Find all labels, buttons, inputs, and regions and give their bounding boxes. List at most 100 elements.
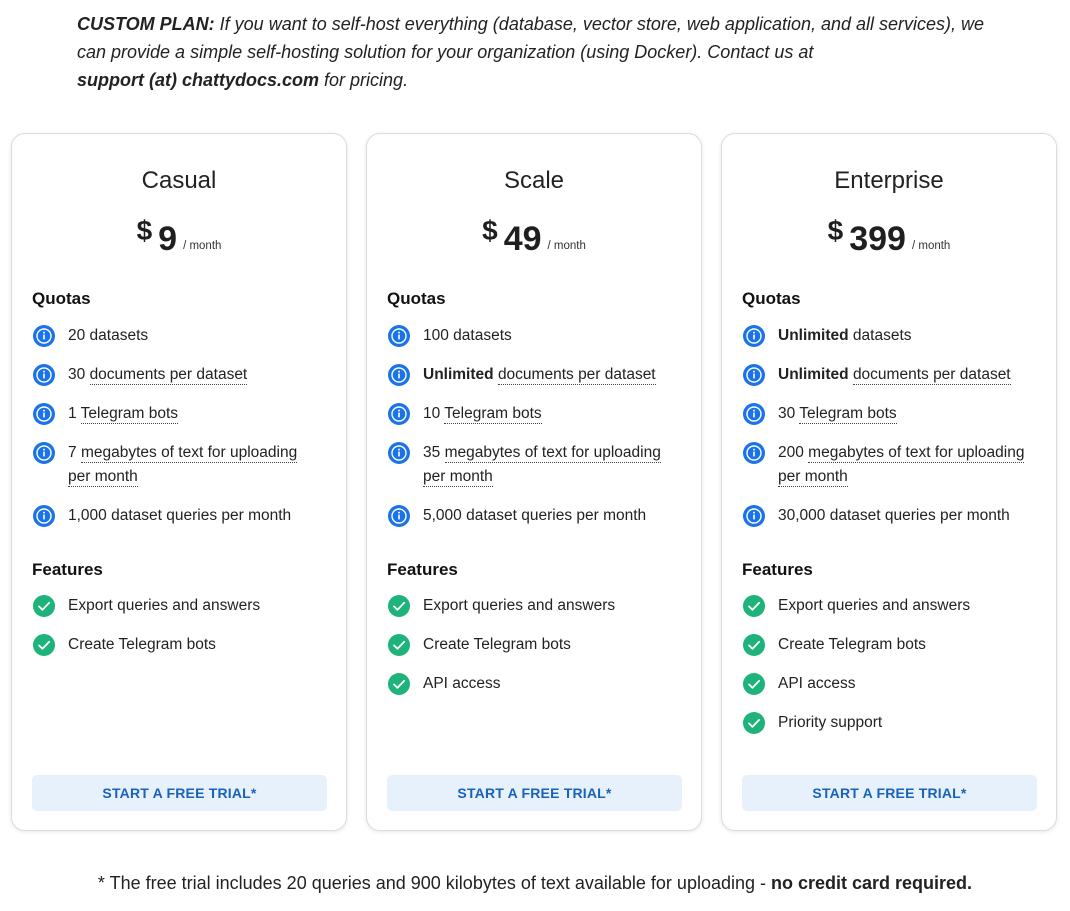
info-icon[interactable] [32,363,56,387]
quota-value: 1,000 dataset queries per month [68,507,292,524]
quota-tooltip-term[interactable]: megabytes of text for uploading per mont… [68,444,298,487]
price-period: / month [547,240,586,252]
quota-text: 1 Telegram bots [68,402,322,426]
feature-item: Export queries and answers [387,594,677,618]
features-list: Export queries and answers Create Telegra… [32,594,322,672]
plan-card-scale: Scale $49 / month Quotas 100 datasets Unlimit… [366,133,702,831]
quotas-list: 100 datasets Unlimited documents per data… [387,324,677,543]
check-icon [387,633,411,657]
quota-item: 200 megabytes of text for uploading per … [742,441,1032,489]
quota-text: 1,000 dataset queries per month [68,504,322,528]
quota-value: 30,000 dataset queries per month [778,507,1010,524]
price-period: / month [911,240,951,252]
check-icon [742,633,766,657]
quota-tooltip-term[interactable]: Telegram bots [799,405,897,424]
feature-text: Create Telegram bots [423,636,571,653]
free-trial-footnote: * The free trial includes 20 queries and… [0,873,1070,894]
custom-plan-suffix: for pricing. [319,70,409,90]
info-icon[interactable] [32,504,56,528]
info-icon[interactable] [387,441,411,465]
info-icon[interactable] [387,324,411,348]
quota-tooltip-term[interactable]: documents per dataset [852,366,1011,385]
quota-bold: Unlimited [778,327,849,344]
quota-item: 30 documents per dataset [32,363,322,387]
quotas-title: Quotas [742,289,801,308]
check-icon [742,672,766,696]
check-icon [387,594,411,618]
info-icon[interactable] [742,504,766,528]
plan-price: $9 / month [12,215,346,259]
quota-text: 30 Telegram bots [778,402,1032,426]
quota-item: 1 Telegram bots [32,402,322,426]
plan-name: Scale [503,167,565,194]
quota-value: 20 datasets [68,327,149,344]
quota-bold: Unlimited [423,366,494,383]
custom-plan-text: If you want to self-host everything (dat… [77,14,985,62]
feature-item: Export queries and answers [742,594,1032,618]
features-title: Features [742,560,813,579]
quota-value: 100 datasets [423,327,512,344]
quota-tooltip-term[interactable]: documents per dataset [497,366,656,385]
feature-text: Create Telegram bots [778,636,926,653]
start-free-trial-button[interactable]: START A FREE TRIAL* [742,775,1037,811]
quota-text: Unlimited documents per dataset [778,363,1032,387]
price-amount: 49 [503,220,542,258]
quota-tooltip-term[interactable]: megabytes of text for uploading per mont… [423,444,661,487]
quota-tooltip-term[interactable]: documents per dataset [89,366,248,385]
quota-value: 35 [423,444,445,461]
info-icon[interactable] [32,402,56,426]
quota-item: 5,000 dataset queries per month [387,504,677,528]
support-email: support (at) chattydocs.com [77,70,320,90]
info-icon[interactable] [387,363,411,387]
start-free-trial-button[interactable]: START A FREE TRIAL* [387,775,682,811]
plan-name: Casual [141,167,217,194]
quota-item: Unlimited datasets [742,324,1032,348]
quota-tooltip-term[interactable]: megabytes of text for uploading per mont… [778,444,1025,487]
quota-bold: Unlimited [778,366,849,383]
quota-item: 35 megabytes of text for uploading per m… [387,441,677,489]
plan-card-casual: Casual $9 / month Quotas 20 datasets 30 docum… [11,133,347,831]
quota-item: Unlimited documents per dataset [742,363,1032,387]
start-free-trial-button[interactable]: START A FREE TRIAL* [32,775,327,811]
info-icon[interactable] [32,324,56,348]
features-title: Features [387,560,458,579]
quotas-list: Unlimited datasets Unlimited documents pe… [742,324,1032,543]
info-icon[interactable] [742,324,766,348]
quota-text: 20 datasets [68,324,322,348]
features-list: Export queries and answers Create Telegra… [387,594,677,711]
quota-item: 30 Telegram bots [742,402,1032,426]
pricing-cards: Casual $9 / month Quotas 20 datasets 30 docum… [11,133,1059,833]
feature-text: Export queries and answers [423,597,616,614]
info-icon[interactable] [742,363,766,387]
quota-value: 1 [68,405,81,422]
feature-item: Create Telegram bots [387,633,677,657]
quota-item: 100 datasets [387,324,677,348]
check-icon [742,711,766,735]
price-amount: 9 [158,220,178,258]
plan-name: Enterprise [834,167,944,194]
quota-value: 10 [423,405,445,422]
quota-value: 30 [778,405,800,422]
quota-text: Unlimited datasets [778,324,1032,348]
quota-value: 30 [68,366,90,383]
feature-text: Create Telegram bots [68,636,216,653]
quota-suffix: datasets [848,327,912,344]
check-icon [32,633,56,657]
feature-item: Export queries and answers [32,594,322,618]
quota-text: 7 megabytes of text for uploading per mo… [68,441,322,489]
info-icon[interactable] [387,402,411,426]
quota-tooltip-term[interactable]: Telegram bots [80,405,179,424]
price-currency: $ [136,215,153,246]
info-icon[interactable] [742,402,766,426]
info-icon[interactable] [32,441,56,465]
info-icon[interactable] [387,504,411,528]
footnote-bold: no credit card required. [771,873,973,893]
quota-text: 35 megabytes of text for uploading per m… [423,441,677,489]
quota-value: 7 [68,444,81,461]
quota-item: 1,000 dataset queries per month [32,504,322,528]
info-icon[interactable] [742,441,766,465]
quota-tooltip-term[interactable]: Telegram bots [444,405,542,424]
quotas-list: 20 datasets 30 documents per dataset 1 Tel… [32,324,322,543]
quota-item: 10 Telegram bots [387,402,677,426]
